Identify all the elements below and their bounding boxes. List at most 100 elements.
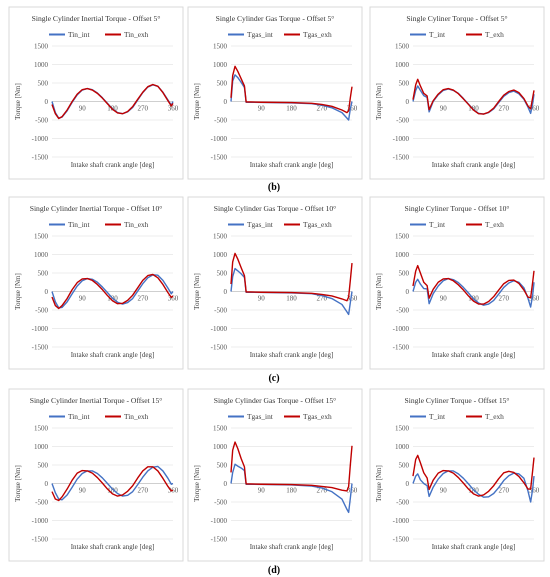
x-tick-label: 360 [347,105,358,113]
x-tick-label: 270 [317,295,328,303]
x-tick-label: 90 [79,105,87,113]
row-label-c: (c) [268,373,279,384]
series-line-tin-exh [51,83,174,120]
chart-panel: Single Cylinder Inertial Torque - Offset… [8,388,184,562]
chart-frame [369,388,545,562]
legend-label: Tgas_int [247,30,274,39]
x-tick-label: 270 [499,295,510,303]
legend-label: T_int [429,412,446,421]
y-tick-label: 1000 [213,61,228,69]
y-tick-label: 1500 [395,232,410,240]
x-axis-label: Intake shaft crank angle [deg] [432,161,516,169]
y-tick-label: 500 [38,269,49,277]
x-tick-label: 180 [468,105,479,113]
y-tick-label: 1500 [213,424,228,432]
y-tick-label: -500 [35,498,48,506]
series-line-tgas-exh [230,252,353,302]
x-tick-label: 90 [258,105,266,113]
y-tick-label: -1000 [393,325,410,333]
chart-panel: Single Cylinder Gas Torque - Offset 15° T… [187,388,363,562]
y-tick-label: 1500 [34,232,49,240]
chart-legend: Tin_int Tin_exh [49,412,149,421]
x-tick-label: 90 [440,105,448,113]
x-tick-label: 180 [107,487,118,495]
x-axis-label: Intake shaft crank angle [deg] [432,351,516,359]
y-tick-label: -500 [214,306,227,314]
y-tick-label: 1000 [34,251,49,259]
y-tick-label: 1500 [213,42,228,50]
y-axis-label: Torque [Nm] [193,273,201,310]
y-tick-label: -1500 [211,535,228,543]
x-tick-label: 180 [286,105,297,113]
legend-label: Tin_exh [124,30,149,39]
legend-label: Tin_int [68,220,90,229]
x-tick-label: 180 [286,487,297,495]
legend-label: T_int [429,30,446,39]
chart-title: Single Cyliner Torque - Offset 15° [405,396,510,405]
y-tick-label: 500 [38,79,49,87]
series-line-tin-int [51,465,174,501]
x-tick-label: 360 [529,295,540,303]
y-axis-label: Torque [Nm] [375,465,383,502]
y-tick-label: 0 [224,480,228,488]
chart-panel: Single Cylinder Gas Torque - Offset 5° Tg… [187,6,363,180]
x-tick-label: 360 [168,295,179,303]
row-label-b: (b) [268,182,280,193]
y-axis-label: Torque [Nm] [14,83,22,120]
y-tick-label: 500 [399,269,410,277]
y-tick-label: 1000 [213,251,228,259]
row-labels: (b) (c) (d) [268,182,280,576]
series-line-tin-int [51,274,174,309]
series-line-t-exh [412,454,535,497]
y-tick-label: -1000 [32,517,49,525]
chart-legend: Tin_int Tin_exh [49,30,149,39]
y-tick-label: 1500 [395,424,410,432]
chart-legend: Tgas_int Tgas_exh [228,412,332,421]
gridlines [413,235,534,348]
chart-panel: Single Cyliner Torque - Offset 10°T_int T… [369,196,545,370]
y-tick-label: 500 [399,79,410,87]
series-line-tgas-exh [230,441,353,492]
y-tick-label: -1500 [32,153,49,161]
y-axis-label: Torque [Nm] [14,465,22,502]
x-axis-label: Intake shaft crank angle [deg] [71,543,155,551]
legend-label: Tgas_int [247,412,274,421]
y-tick-label: -500 [396,498,409,506]
series-line-t-int [412,277,535,308]
row-label-d: (d) [268,565,280,576]
series-line-tin-exh [51,273,174,310]
y-tick-label: -1000 [211,325,228,333]
series-line-t-int [412,470,535,503]
y-tick-label: 500 [217,79,228,87]
y-tick-label: 0 [45,288,49,296]
x-axis-label: Intake shaft crank angle [deg] [250,161,334,169]
legend-label: T_exh [485,30,504,39]
y-tick-label: 500 [399,461,410,469]
chart-legend: T_int T_exh [410,30,504,39]
y-tick-label: 500 [217,461,228,469]
y-tick-label: 0 [45,98,49,106]
y-tick-label: -1000 [32,325,49,333]
y-tick-label: 0 [406,480,410,488]
y-tick-label: -1500 [393,153,410,161]
y-tick-label: 500 [217,269,228,277]
x-tick-label: 180 [286,295,297,303]
x-tick-label: 270 [138,105,149,113]
chart-panel: Single Cyliner Torque - Offset 5°T_int T_… [369,6,545,180]
x-tick-label: 90 [258,487,266,495]
legend-label: T_int [429,220,446,229]
chart-title: Single Cylinder Gas Torque - Offset 10° [214,204,336,213]
legend-label: Tin_int [68,412,90,421]
x-axis-label: Intake shaft crank angle [deg] [71,351,155,359]
x-tick-label: 270 [499,105,510,113]
y-tick-label: -1000 [32,135,49,143]
gridlines [231,235,352,348]
chart-title: Single Cylinder Inertial Torque - Offset… [30,396,163,405]
gridlines [413,45,534,158]
y-tick-label: -500 [35,116,48,124]
chart-panel: Single Cylinder Inertial Torque - Offset… [8,196,184,370]
x-axis-label: Intake shaft crank angle [deg] [250,543,334,551]
legend-label: Tin_exh [124,412,149,421]
y-tick-label: -1000 [393,517,410,525]
series-line-tin-exh [51,466,174,502]
